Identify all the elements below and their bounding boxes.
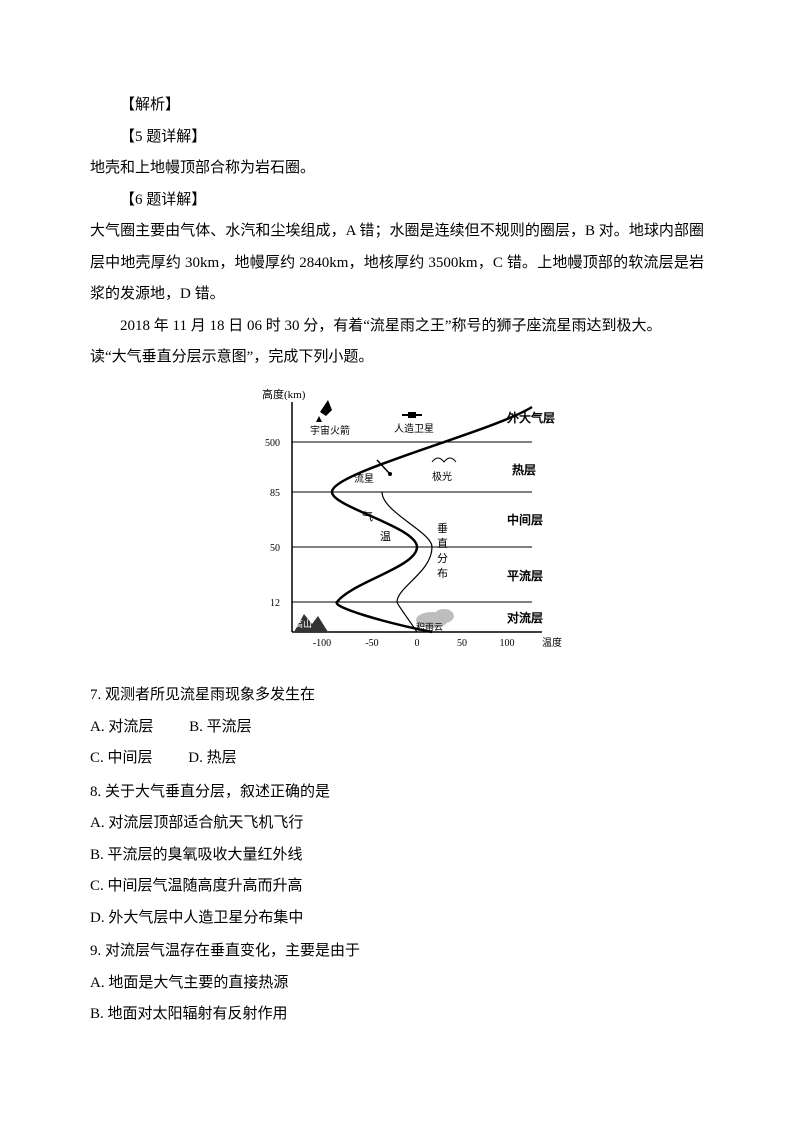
q7-options-row2: C. 中间层 D. 热层 <box>90 743 704 775</box>
q9-option-a: A. 地面是大气主要的直接热源 <box>90 968 704 1000</box>
passage-line-1: 2018 年 11 月 18 日 06 时 30 分，有着“流星雨之王”称号的狮… <box>90 311 704 343</box>
q5-explain: 地壳和上地幔顶部合称为岩石圈。 <box>90 153 704 185</box>
curve-label-bu: 布 <box>437 567 448 580</box>
layer-thermosphere: 热层 <box>512 462 536 477</box>
diagram-svg: 500 85 50 12 高度(km) -100 -50 0 50 100 温度… <box>232 382 562 662</box>
ytick-12: 12 <box>270 598 280 609</box>
q7-options-row1: A. 对流层 B. 平流层 <box>90 712 704 744</box>
q7-option-d: D. 热层 <box>188 743 236 775</box>
xtick-n100: -100 <box>313 638 331 649</box>
curve-label-zhi: 直 <box>437 536 448 550</box>
layer-troposphere: 对流层 <box>507 610 543 625</box>
curve-label-wen: 温 <box>380 530 391 543</box>
q8-stem: 8. 关于大气垂直分层，叙述正确的是 <box>90 777 704 809</box>
q7-stem: 7. 观测者所见流星雨现象多发生在 <box>90 680 704 712</box>
label-aurora: 极光 <box>432 470 452 483</box>
xtick-0: 0 <box>415 638 420 649</box>
curve-label-qi: 气 <box>362 509 373 523</box>
q8-option-a: A. 对流层顶部适合航天飞机飞行 <box>90 808 704 840</box>
q9-stem: 9. 对流层气温存在垂直变化，主要是由于 <box>90 936 704 968</box>
page-content: 【解析】 【5 题详解】 地壳和上地幔顶部合称为岩石圈。 【6 题详解】 大气圈… <box>90 90 704 1031</box>
label-rocket: 宇宙火箭 <box>310 424 350 437</box>
ytick-500: 500 <box>265 438 280 449</box>
q8-option-b: B. 平流层的臭氧吸收大量红外线 <box>90 840 704 872</box>
xtick-n50: -50 <box>365 638 378 649</box>
q7-option-b: B. 平流层 <box>189 712 252 744</box>
curve-label-fen: 分 <box>437 552 448 565</box>
layer-mesosphere: 中间层 <box>507 512 543 527</box>
q8-option-c: C. 中间层气温随高度升高而升高 <box>90 871 704 903</box>
passage-line-2: 读“大气垂直分层示意图”，完成下列小题。 <box>90 342 704 374</box>
q7-option-a: A. 对流层 <box>90 712 153 744</box>
label-cloud: 积雨云 <box>416 621 443 632</box>
q6-label: 【6 题详解】 <box>90 185 704 217</box>
q9-option-b: B. 地面对太阳辐射有反射作用 <box>90 999 704 1031</box>
x-axis-label: 温度(℃) <box>542 636 562 649</box>
q5-label: 【5 题详解】 <box>90 122 704 154</box>
ytick-85: 85 <box>270 488 280 499</box>
label-satellite: 人造卫星 <box>394 422 434 435</box>
ytick-50: 50 <box>270 543 280 554</box>
xtick-50: 50 <box>457 638 467 649</box>
label-meteor: 流星 <box>354 472 374 485</box>
atmosphere-diagram: 500 85 50 12 高度(km) -100 -50 0 50 100 温度… <box>90 382 704 675</box>
y-axis-label: 高度(km) <box>262 387 306 401</box>
q8-option-d: D. 外大气层中人造卫星分布集中 <box>90 903 704 935</box>
analysis-header: 【解析】 <box>90 90 704 122</box>
q6-explain: 大气圈主要由气体、水汽和尘埃组成，A 错；水圈是连续但不规则的圈层，B 对。地球… <box>90 216 704 311</box>
layer-exosphere: 外大气层 <box>507 410 555 425</box>
xtick-100: 100 <box>500 638 515 649</box>
label-mountain: 高山 <box>294 618 312 629</box>
curve-label-chui: 垂 <box>437 522 448 535</box>
layer-stratosphere: 平流层 <box>507 568 543 583</box>
q7-option-c: C. 中间层 <box>90 743 153 775</box>
